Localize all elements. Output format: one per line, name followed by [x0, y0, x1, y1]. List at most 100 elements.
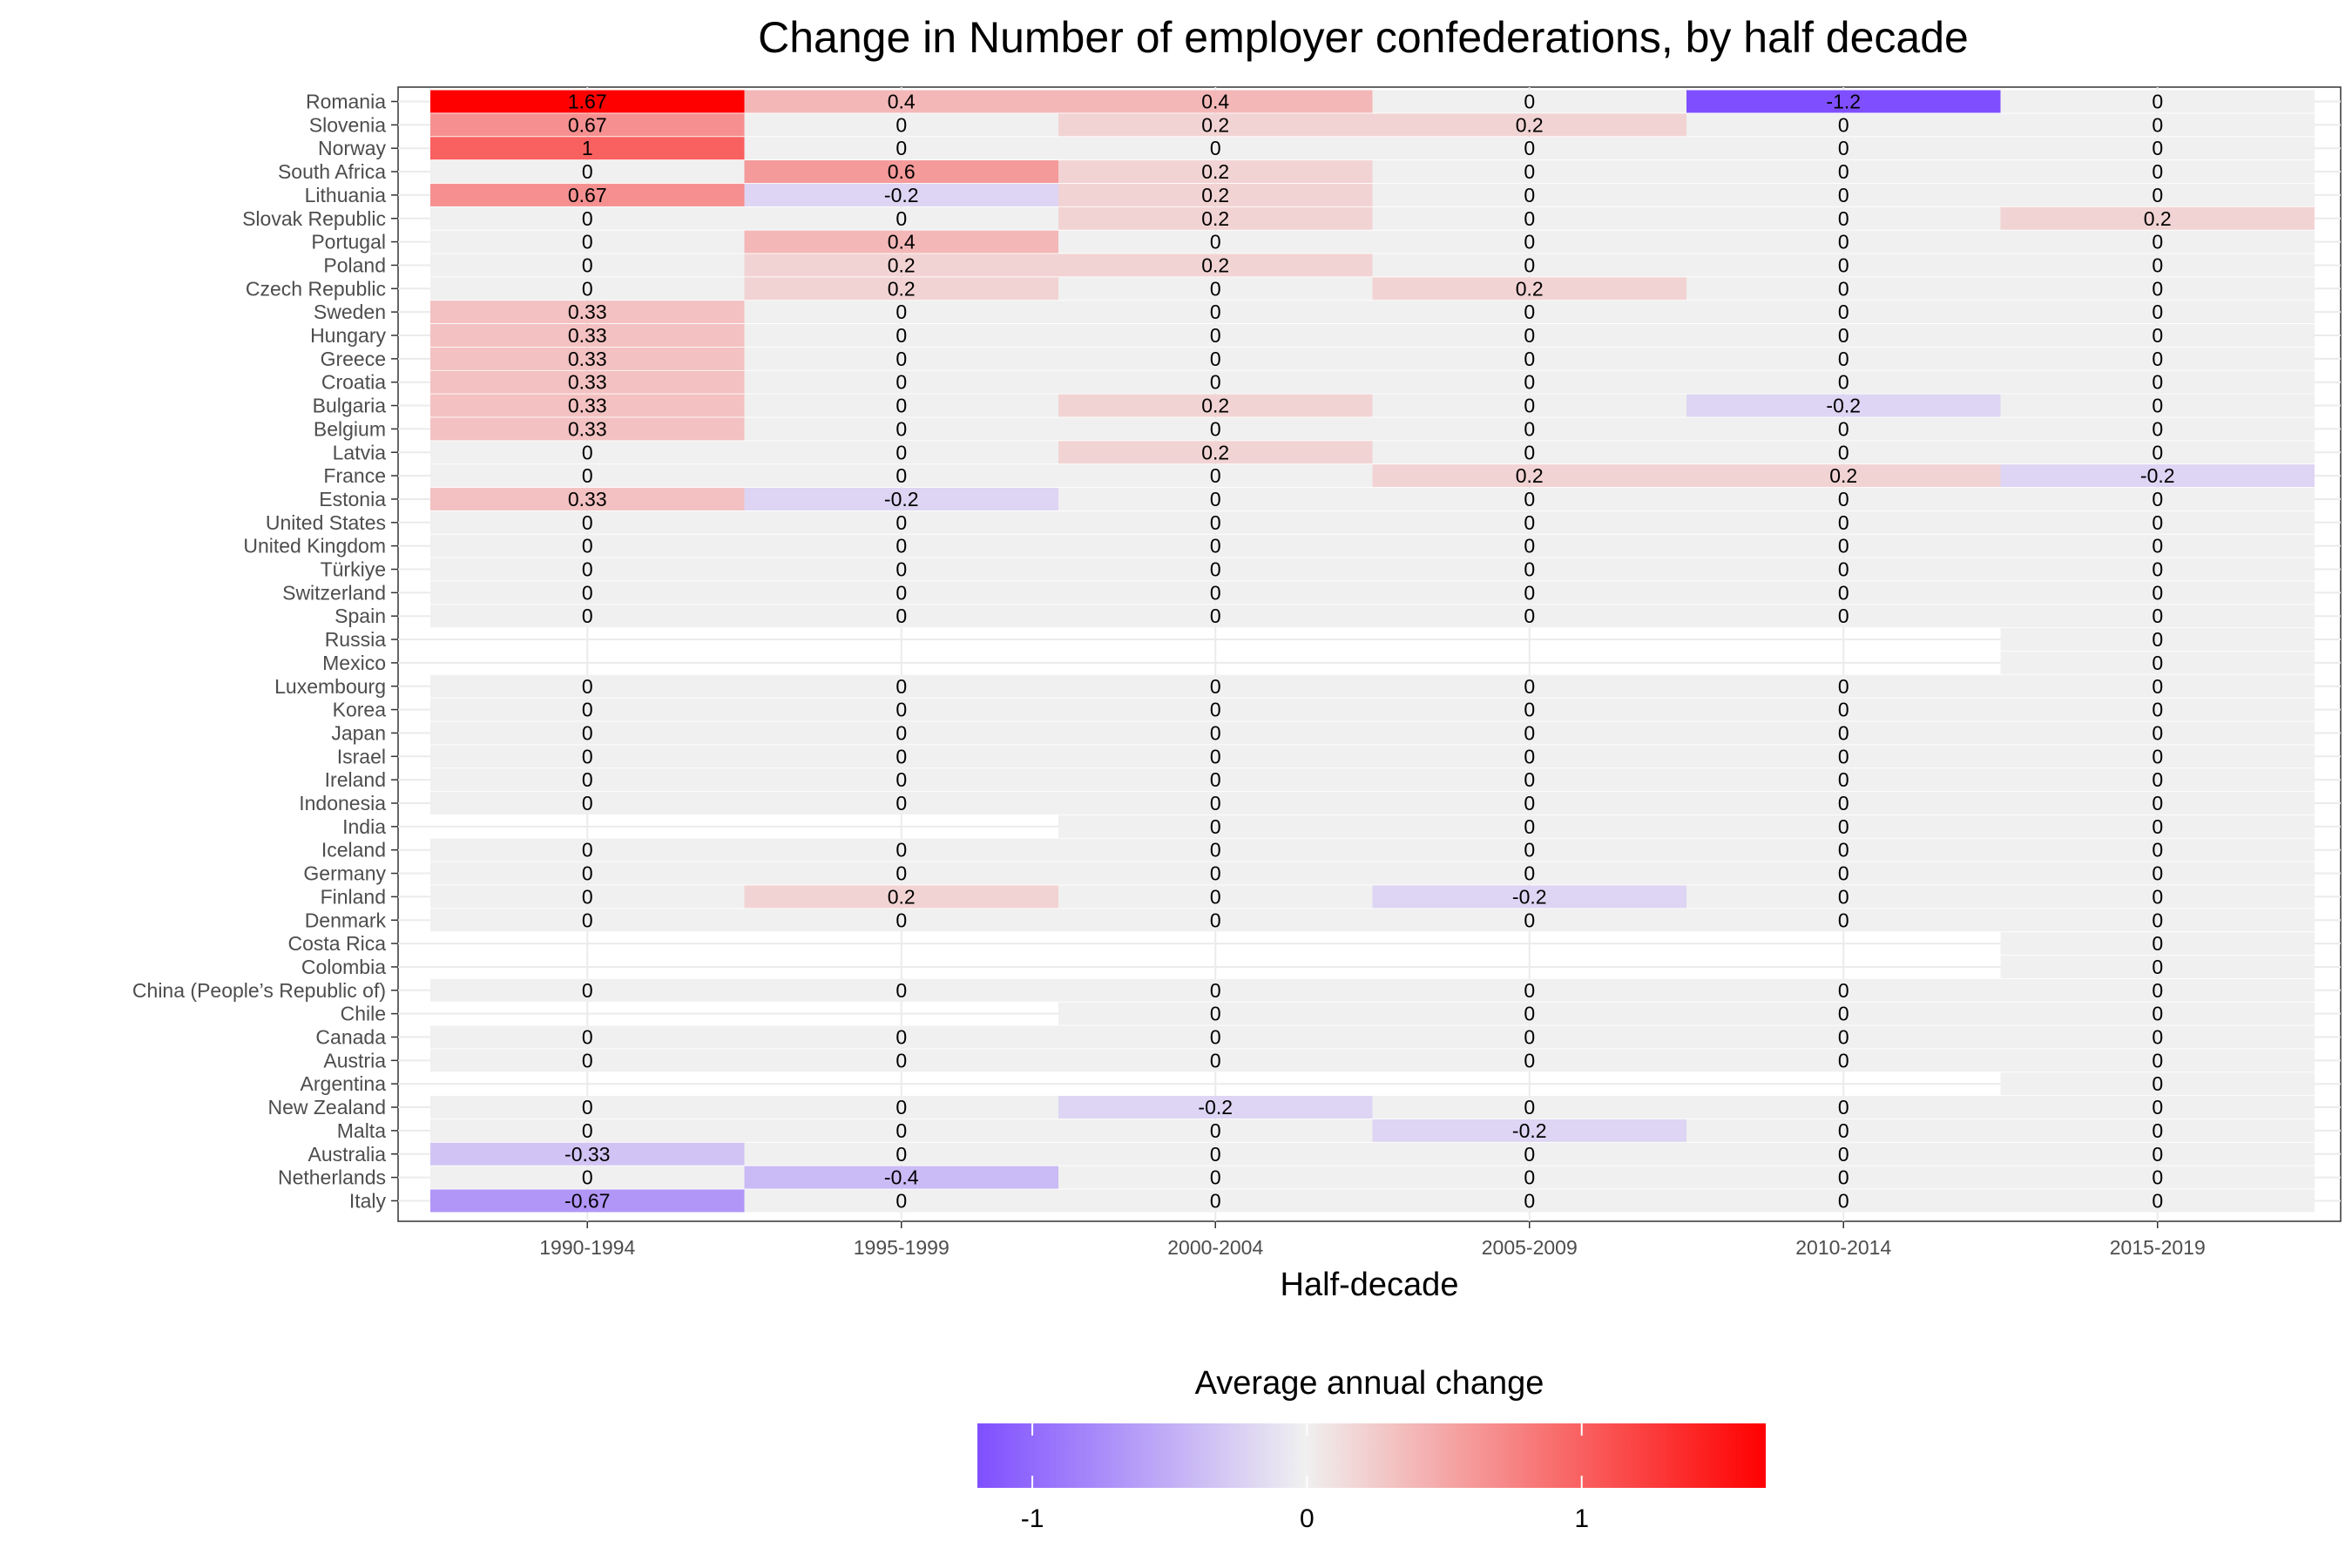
cell-value-label: 0: [1210, 1026, 1221, 1049]
cell-value-label: 0: [582, 979, 593, 1002]
y-tick-label: Italy: [349, 1189, 387, 1212]
cell-value-label: 0: [582, 909, 593, 931]
cell-value-label: 0: [896, 464, 907, 487]
heatmap-cell: [1686, 347, 2001, 370]
heatmap-cell: [430, 674, 745, 698]
cell-value-label: 0: [582, 464, 593, 487]
heatmap-cell: [430, 1119, 745, 1142]
cell-value-label: 0: [1838, 1119, 1849, 1142]
cell-value-label: 0: [1838, 675, 1849, 698]
heatmap-cell: [430, 230, 745, 253]
cell-value-label: 0: [1524, 581, 1535, 604]
heatmap-cell: [1372, 253, 1686, 277]
heatmap-cell: [1372, 1025, 1686, 1049]
y-tick-label: Malta: [337, 1119, 386, 1142]
y-tick-label: Germany: [303, 862, 386, 885]
cell-value-label: 0: [1524, 1166, 1535, 1189]
heatmap-cell: [2000, 137, 2315, 160]
y-tick-label: Argentina: [301, 1072, 387, 1095]
y-tick-label: Spain: [335, 605, 386, 627]
heatmap-cell: [744, 90, 1058, 113]
heatmap-cell: [1686, 1002, 2001, 1025]
heatmap-cell: [744, 1166, 1058, 1189]
cell-value-label: 0: [2152, 1096, 2163, 1119]
heatmap-cell: [1372, 885, 1686, 909]
heatmap-cell: [1686, 253, 2001, 277]
heatmap-cell: [1686, 441, 2001, 464]
heatmap-cell: [1372, 1096, 1686, 1119]
cell-value-label: 0: [2152, 652, 2163, 674]
cell-value-label: 0: [2152, 488, 2163, 510]
cell-value-label: 0: [1838, 348, 1849, 370]
cell-value-label: -0.2: [1198, 1096, 1233, 1119]
cell-value-label: 0: [582, 277, 593, 300]
cell-value-label: 0: [582, 792, 593, 814]
cell-value-label: 0: [1210, 371, 1221, 394]
cell-value-label: 0: [2152, 160, 2163, 183]
cell-value-label: 0: [2152, 371, 2163, 394]
cell-value-label: 0: [1524, 395, 1535, 417]
cell-value-label: 0: [1524, 1096, 1535, 1119]
heatmap-cell: [1058, 1166, 1373, 1189]
cell-value-label: 0.2: [1201, 395, 1229, 417]
heatmap-cell: [1058, 277, 1373, 301]
heatmap-cell: [430, 1025, 745, 1049]
y-tick-label: Iceland: [321, 839, 386, 862]
heatmap-cell: [744, 1049, 1058, 1072]
heatmap-cell: [1058, 301, 1373, 324]
heatmap-cell: [1686, 417, 2001, 441]
heatmap-cell: [1686, 464, 2001, 488]
y-tick-label: Korea: [333, 699, 387, 721]
heatmap-cell: [1058, 1096, 1373, 1119]
cell-value-label: 0: [1838, 792, 1849, 814]
chart-title: Change in Number of employer confederati…: [758, 13, 1969, 62]
cell-value-label: 0: [2152, 113, 2163, 136]
cell-value-label: 0: [2152, 768, 2163, 791]
cell-value-label: 0: [2152, 441, 2163, 463]
cell-value-label: 0.2: [1516, 277, 1544, 300]
cell-value-label: 0: [1838, 1096, 1849, 1119]
cell-value-label: 0: [582, 605, 593, 627]
heatmap-cell: [744, 1025, 1058, 1049]
y-tick-label: Colombia: [301, 956, 386, 978]
cell-value-label: 0: [582, 581, 593, 604]
cell-value-label: 0: [1210, 699, 1221, 721]
cell-value-label: 0: [2152, 1119, 2163, 1142]
heatmap-cell: [1058, 137, 1373, 160]
cell-value-label: 0: [2152, 184, 2163, 206]
heatmap-cell: [744, 978, 1058, 1002]
cell-value-label: 0: [1838, 1143, 1849, 1166]
heatmap-cell: [1686, 698, 2001, 721]
heatmap-cell: [430, 838, 745, 862]
y-tick-label: Belgium: [314, 417, 386, 440]
cell-value-label: 0: [896, 721, 907, 744]
cell-value-label: 0: [582, 675, 593, 698]
heatmap-cell: [430, 745, 745, 768]
heatmap-cell: [1686, 534, 2001, 558]
cell-value-label: 0: [1210, 277, 1221, 300]
cell-value-label: 0: [1838, 488, 1849, 510]
cell-value-label: 0.2: [1201, 207, 1229, 230]
heatmap-cell: [1058, 464, 1373, 488]
heatmap-cell: [2000, 417, 2315, 441]
heatmap-cell: [1686, 370, 2001, 394]
heatmap-cell: [744, 324, 1058, 347]
heatmap-cell: [1058, 909, 1373, 932]
cell-value-label: 0: [896, 581, 907, 604]
y-tick-label: Lithuania: [305, 184, 387, 206]
heatmap-cell: [430, 487, 745, 510]
cell-value-label: 0: [582, 253, 593, 276]
cell-value-label: 0: [2152, 301, 2163, 323]
heatmap-cell: [1686, 838, 2001, 862]
heatmap-cell: [1372, 90, 1686, 113]
cell-value-label: 0: [1210, 675, 1221, 698]
cell-value-label: 0: [1524, 768, 1535, 791]
cell-value-label: 0.2: [1516, 113, 1544, 136]
cell-value-label: -0.2: [884, 488, 919, 510]
heatmap-cell: [430, 534, 745, 558]
heatmap-cell: [1058, 558, 1373, 581]
y-tick-label: Romania: [306, 91, 386, 113]
x-axis: 1990-1994 1995-1999 2000-2004 2005-2009 2010…: [539, 1221, 2206, 1259]
cell-value-label: 0: [1210, 137, 1221, 159]
cell-value-label: 0: [896, 1143, 907, 1166]
